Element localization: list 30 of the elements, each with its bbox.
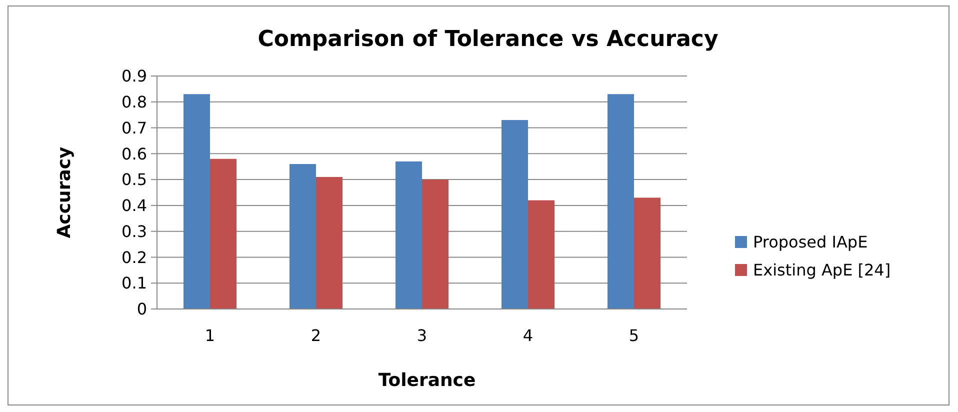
y-tick-label: 0.6 — [122, 144, 147, 164]
legend-label: Proposed IApE — [753, 232, 868, 252]
bar — [184, 94, 210, 309]
bar — [634, 198, 660, 309]
bar — [528, 200, 554, 309]
x-tick-label: 4 — [522, 326, 534, 345]
y-tick-label: 0 — [136, 300, 147, 319]
y-tick-label: 0.1 — [122, 274, 147, 293]
x-axis-title: Tolerance — [378, 370, 476, 391]
x-tick-label: 5 — [628, 326, 640, 345]
bar — [502, 120, 528, 309]
bar — [396, 161, 422, 309]
y-tick-label: 0.7 — [122, 118, 147, 138]
bar — [608, 94, 634, 309]
bar — [290, 164, 316, 309]
x-tick-label: 3 — [416, 326, 428, 345]
y-tick-label: 0.4 — [122, 196, 147, 216]
y-axis-title: Accuracy — [54, 146, 75, 238]
chart-title: Comparison of Tolerance vs Accuracy — [258, 27, 718, 52]
x-tick-label: 2 — [310, 326, 322, 345]
y-tick-label: 0.3 — [122, 222, 147, 241]
bar — [210, 158, 236, 309]
legend-label: Existing ApE [24] — [753, 260, 891, 280]
bar — [316, 176, 342, 309]
y-tick-label: 0.9 — [122, 66, 147, 86]
bar — [422, 180, 448, 309]
y-tick-label: 0.8 — [122, 92, 147, 112]
y-tick-label: 0.5 — [122, 170, 147, 190]
y-tick-label: 0.2 — [122, 248, 147, 267]
x-tick-label: 1 — [204, 326, 216, 345]
